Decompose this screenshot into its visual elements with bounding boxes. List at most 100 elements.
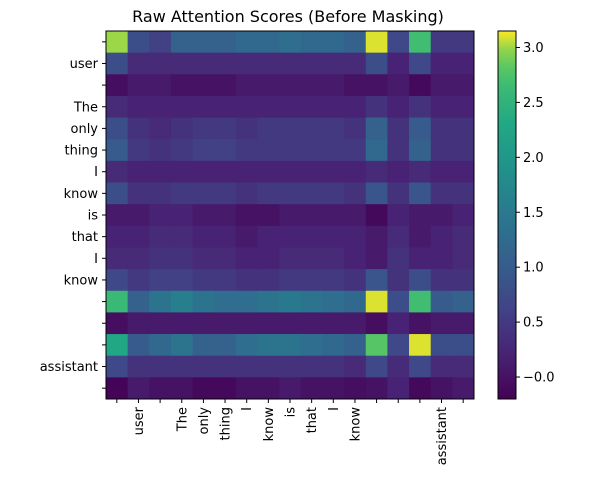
heatmap-cell [365,52,388,75]
heatmap-cell [387,160,410,183]
heatmap-cell [279,225,302,248]
heatmap-cell [235,52,258,75]
heatmap-cell [322,355,345,378]
colorbar-tick-label: 2.0 [523,151,544,166]
heatmap-cell [322,269,345,292]
heatmap-cell [106,290,129,313]
x-tick-label: user [132,406,147,435]
heatmap-cell [365,334,388,357]
heatmap-cell [235,182,258,205]
heatmap-cell [365,312,388,335]
heatmap-cell [300,377,323,400]
heatmap-cell [170,31,193,54]
heatmap-cell [149,139,172,162]
heatmap-cell [127,247,150,270]
heatmap-cell [344,139,367,162]
x-tick-label: I [327,407,342,411]
heatmap-cell [344,225,367,248]
heatmap-cell [279,334,302,357]
heatmap-cell [235,117,258,140]
heatmap-cell [192,312,215,335]
heatmap-cell [452,204,475,227]
heatmap-cell [322,247,345,270]
heatmap-cell [149,312,172,335]
heatmap-cell [170,95,193,118]
heatmap-cell [344,334,367,357]
heatmap-cell [387,312,410,335]
heatmap-cell [257,312,280,335]
heatmap-cell [170,377,193,400]
heatmap-cell [257,52,280,75]
heatmap-cell [279,160,302,183]
heatmap-cell [365,204,388,227]
heatmap-cell [106,225,129,248]
heatmap-cell [235,269,258,292]
heatmap-cell [365,31,388,54]
x-tick-label: The [175,407,190,432]
heatmap-cell [409,247,432,270]
heatmap-cell [430,290,453,313]
heatmap-cell [430,225,453,248]
heatmap-cell [452,312,475,335]
heatmap-cell [387,31,410,54]
colorbar-tick-label: 3.0 [523,41,544,56]
heatmap-cell [149,95,172,118]
heatmap-cell [365,95,388,118]
heatmap-cell [257,182,280,205]
heatmap-cell [452,31,475,54]
heatmap-cell [170,290,193,313]
heatmap-cell [127,182,150,205]
heatmap-cell [149,247,172,270]
heatmap-cell [127,95,150,118]
heatmap-cell [322,204,345,227]
heatmap-cell [214,95,237,118]
heatmap-cell [409,355,432,378]
heatmap-cells [106,31,475,400]
heatmap-cell [279,377,302,400]
heatmap-cell [409,182,432,205]
heatmap-cell [279,204,302,227]
heatmap-cell [430,160,453,183]
y-tick-label: I [94,165,98,180]
heatmap-cell [365,355,388,378]
heatmap-cell [214,182,237,205]
heatmap-cell [344,31,367,54]
heatmap-cell [430,182,453,205]
heatmap-cell [452,52,475,75]
heatmap-cell [170,247,193,270]
colorbar: −0.0 0.5 1.0 1.5 2.0 2.5 3.0 [497,30,555,400]
heatmap-cell [106,117,129,140]
heatmap-cell [257,117,280,140]
heatmap-cell [192,204,215,227]
heatmap-cell [387,377,410,400]
heatmap-cell [279,269,302,292]
heatmap-cell [344,95,367,118]
heatmap-cell [127,160,150,183]
heatmap-cell [387,247,410,270]
heatmap-cell [344,377,367,400]
heatmap-cell [452,139,475,162]
heatmap-cell [257,290,280,313]
heatmap-cell [387,139,410,162]
heatmap-cell [127,269,150,292]
heatmap-cell [235,204,258,227]
heatmap-cell [192,334,215,357]
heatmap-cell [365,160,388,183]
heatmap-cell [192,139,215,162]
heatmap-cell [192,247,215,270]
colorbar-gradient [498,31,516,399]
heatmap-cell [430,334,453,357]
heatmap-cell [409,31,432,54]
heatmap-cell [387,334,410,357]
heatmap-cell [430,312,453,335]
axes-frame [105,30,475,400]
heatmap-cell [300,334,323,357]
heatmap-cell [300,269,323,292]
heatmap-cell [430,95,453,118]
heatmap-cell [235,160,258,183]
heatmap-cell [106,182,129,205]
heatmap-cell [214,377,237,400]
heatmap-cell [365,377,388,400]
